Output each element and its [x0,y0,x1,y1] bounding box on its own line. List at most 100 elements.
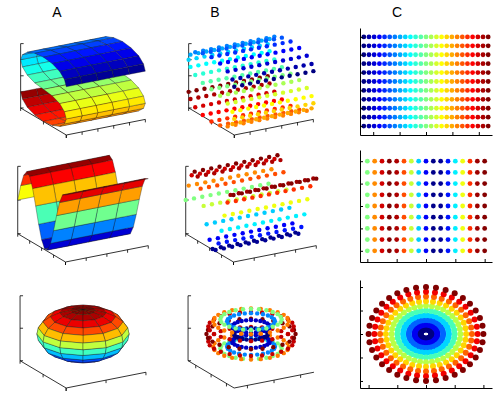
point [233,326,237,330]
point [209,119,213,123]
point [255,240,259,244]
tick [426,132,427,135]
point [294,97,298,101]
point [254,345,258,349]
point [446,237,451,242]
point [270,337,274,341]
point [208,193,212,197]
x-axis [189,108,235,138]
point [455,88,460,93]
point [460,43,465,48]
point [482,159,487,164]
point [387,70,392,75]
point [257,86,261,90]
point [305,86,309,90]
point [286,215,290,219]
point [392,97,397,102]
point [270,102,274,106]
point [306,178,310,182]
point [225,124,229,128]
marks [361,35,490,129]
point [409,204,414,209]
point [232,85,236,89]
point [273,42,277,46]
point [249,339,253,343]
point [218,200,222,204]
point [273,185,277,189]
marks [365,159,487,253]
panel [18,155,149,265]
point [382,88,387,93]
point [208,111,212,115]
point [387,181,392,186]
point [380,204,385,209]
point [260,338,264,342]
x-axis [188,361,234,388]
point [286,347,290,351]
point [418,88,423,93]
point [463,337,469,343]
point [403,124,408,129]
point [403,88,408,93]
point [267,155,271,159]
point [234,199,238,203]
point [257,46,261,50]
point [457,336,463,342]
point [257,228,261,232]
point [429,79,434,84]
point [361,43,366,48]
point [453,237,458,242]
point [297,199,301,203]
point [248,114,252,118]
point [465,35,470,40]
tick [247,385,248,388]
point [278,158,282,162]
point [261,220,265,224]
point [264,205,268,209]
point [273,92,277,96]
point [226,163,230,167]
surface-face [44,329,63,342]
point [216,326,220,330]
point [266,350,270,354]
point [418,70,423,75]
point [398,106,403,111]
point [195,174,199,178]
point [438,248,443,253]
tick [189,75,192,76]
point [237,347,241,351]
point [424,181,429,186]
point [413,124,418,129]
y-axis [234,372,314,388]
point [217,68,221,72]
tick [221,255,222,258]
point [434,79,439,84]
point [377,124,382,129]
tick-mark [400,132,401,135]
point [222,322,226,326]
tick [18,233,21,234]
tick [360,126,363,127]
point [238,120,242,124]
point [475,237,480,242]
point [377,97,382,102]
point [290,328,294,332]
point [382,52,387,57]
point [254,318,258,322]
tick [360,90,363,91]
x-axis [20,361,66,391]
tick [234,135,235,138]
point [439,70,444,75]
z-axis [188,296,191,361]
point [300,186,304,190]
point [475,97,480,102]
point [380,159,385,164]
point [382,97,387,102]
point [365,170,370,175]
point [238,353,242,357]
point [246,241,250,245]
point [392,70,397,75]
point [296,231,300,235]
point [216,241,220,245]
point [243,352,247,356]
